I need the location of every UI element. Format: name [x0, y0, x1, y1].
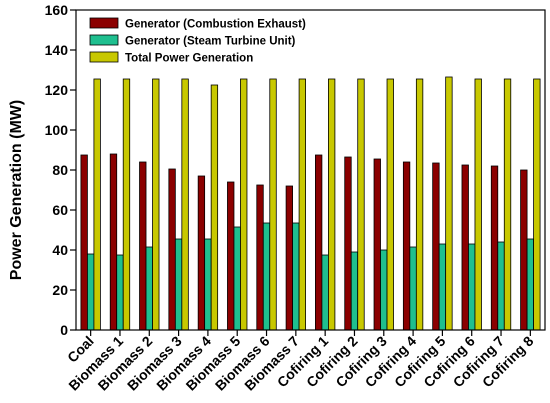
bar-3-cofiring-3 — [386, 78, 394, 331]
bar-2-biomass-1 — [116, 254, 124, 331]
bar-1-biomass-3 — [168, 168, 176, 331]
y-tick-label: 60 — [52, 202, 68, 218]
legend-label-3: Total Power Generation — [125, 53, 253, 65]
bar-3-cofiring-8 — [533, 78, 541, 331]
y-tick-label: 160 — [45, 2, 69, 18]
bar-1-cofiring-8 — [520, 169, 528, 331]
bar-2-coal — [87, 253, 95, 331]
bar-3-biomass-1 — [122, 78, 131, 331]
bar-2-cofiring-4 — [409, 246, 417, 331]
bar-2-cofiring-3 — [380, 249, 388, 331]
legend-label-1: Generator (Combustion Exhaust) — [125, 19, 306, 31]
y-tick-label: 0 — [60, 322, 68, 338]
bar-1-biomass-7 — [285, 185, 293, 331]
y-tick-label: 120 — [45, 82, 69, 98]
bar-3-biomass-7 — [298, 78, 306, 331]
bar-1-biomass-2 — [139, 161, 147, 331]
bar-2-cofiring-7 — [497, 241, 505, 331]
y-tick-label: 20 — [52, 282, 68, 298]
bar-1-cofiring-3 — [373, 158, 381, 331]
bar-2-biomass-5 — [233, 226, 241, 331]
bar-2-cofiring-2 — [350, 251, 359, 331]
bar-3-biomass-4 — [210, 84, 219, 331]
y-tick-label: 140 — [45, 42, 69, 58]
y-tick-label: 80 — [52, 162, 68, 178]
y-tick-label: 40 — [52, 242, 68, 258]
bar-3-cofiring-5 — [445, 76, 453, 331]
bar-1-cofiring-5 — [432, 162, 440, 331]
bar-1-biomass-4 — [197, 175, 206, 331]
bar-1-cofiring-1 — [315, 154, 323, 331]
bar-2-biomass-6 — [262, 222, 271, 331]
bar-3-biomass-3 — [181, 78, 189, 331]
bar-3-coal — [93, 78, 101, 331]
bar-2-biomass-3 — [174, 238, 183, 331]
bar-2-cofiring-6 — [468, 243, 476, 331]
bar-3-cofiring-1 — [328, 78, 336, 331]
y-axis-title: Power Generation (MW) — [8, 100, 25, 280]
legend-label-2: Generator (Steam Turbine Unit) — [125, 36, 296, 48]
bar-3-biomass-5 — [240, 78, 248, 331]
legend-swatch-1 — [89, 17, 119, 29]
bar-3-biomass-6 — [269, 78, 277, 331]
bar-1-cofiring-4 — [402, 161, 411, 331]
bar-2-biomass-7 — [292, 222, 300, 331]
bar-1-coal — [80, 154, 88, 331]
bar-1-biomass-5 — [227, 181, 235, 331]
legend: Generator (Combustion Exhaust) Generator … — [89, 17, 306, 65]
bar-1-cofiring-2 — [344, 156, 352, 331]
bar-3-cofiring-6 — [474, 78, 482, 331]
bar-1-cofiring-6 — [461, 164, 469, 331]
bar-2-biomass-4 — [204, 238, 212, 331]
y-tick-label: 100 — [45, 122, 69, 138]
bar-2-cofiring-5 — [438, 243, 447, 331]
bar-3-cofiring-4 — [415, 78, 424, 331]
bar-2-biomass-2 — [145, 246, 153, 331]
bar-3-cofiring-2 — [357, 78, 365, 331]
bar-2-cofiring-8 — [526, 238, 534, 331]
bar-2-cofiring-1 — [321, 254, 329, 331]
legend-swatch-2 — [89, 34, 119, 46]
bar-1-cofiring-7 — [490, 165, 499, 331]
legend-swatch-3 — [89, 51, 119, 63]
bar-1-biomass-6 — [256, 184, 264, 331]
bar-1-biomass-1 — [109, 153, 118, 331]
bar-3-biomass-2 — [152, 78, 160, 331]
bar-3-cofiring-7 — [503, 78, 512, 331]
bars-group — [80, 76, 541, 331]
